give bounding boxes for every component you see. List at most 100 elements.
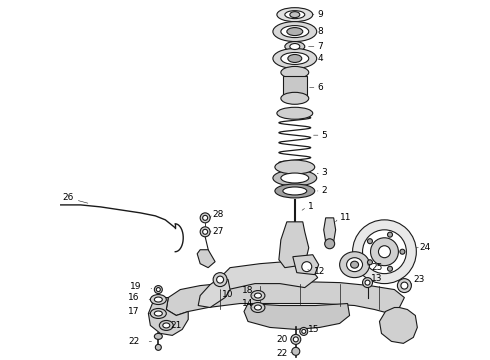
Text: 22: 22 xyxy=(128,337,140,346)
Ellipse shape xyxy=(254,293,262,298)
Ellipse shape xyxy=(251,302,265,312)
Circle shape xyxy=(353,220,416,284)
Ellipse shape xyxy=(273,49,317,68)
Circle shape xyxy=(292,347,300,355)
Circle shape xyxy=(200,213,210,223)
Circle shape xyxy=(401,282,408,289)
Circle shape xyxy=(368,239,372,244)
Text: 10: 10 xyxy=(222,290,234,299)
Circle shape xyxy=(155,345,161,350)
Circle shape xyxy=(302,262,312,272)
Circle shape xyxy=(154,285,162,293)
Ellipse shape xyxy=(150,294,166,305)
Ellipse shape xyxy=(290,44,300,50)
Polygon shape xyxy=(244,303,349,329)
Ellipse shape xyxy=(285,41,305,51)
Circle shape xyxy=(300,328,308,336)
Circle shape xyxy=(368,260,372,265)
Text: 24: 24 xyxy=(419,243,431,252)
Circle shape xyxy=(378,246,391,258)
Text: 18: 18 xyxy=(242,286,253,295)
Text: 2: 2 xyxy=(322,186,327,195)
Ellipse shape xyxy=(281,92,309,104)
Ellipse shape xyxy=(163,323,170,328)
Ellipse shape xyxy=(273,170,317,186)
Text: 7: 7 xyxy=(318,42,323,51)
Ellipse shape xyxy=(281,53,309,64)
Text: 14: 14 xyxy=(242,299,253,308)
Text: 28: 28 xyxy=(212,210,223,219)
Ellipse shape xyxy=(159,320,173,330)
Ellipse shape xyxy=(273,22,317,41)
Text: 5: 5 xyxy=(322,131,327,140)
Circle shape xyxy=(156,288,160,292)
Ellipse shape xyxy=(154,333,162,339)
Polygon shape xyxy=(324,218,336,242)
Polygon shape xyxy=(279,222,309,268)
Ellipse shape xyxy=(283,187,307,195)
Text: 17: 17 xyxy=(128,307,140,316)
Text: 20: 20 xyxy=(276,335,287,344)
Ellipse shape xyxy=(277,8,313,22)
Circle shape xyxy=(302,329,306,333)
Ellipse shape xyxy=(285,11,305,19)
Text: 23: 23 xyxy=(414,275,425,284)
Bar xyxy=(283,76,307,98)
Ellipse shape xyxy=(288,54,302,62)
Circle shape xyxy=(217,276,223,283)
Circle shape xyxy=(203,229,208,234)
Ellipse shape xyxy=(254,305,262,310)
Text: 16: 16 xyxy=(128,293,140,302)
Circle shape xyxy=(370,238,398,266)
Ellipse shape xyxy=(287,28,303,36)
Text: 6: 6 xyxy=(318,83,323,92)
Ellipse shape xyxy=(290,12,300,18)
Circle shape xyxy=(363,230,406,274)
Text: 11: 11 xyxy=(340,213,351,222)
Circle shape xyxy=(388,266,392,271)
Circle shape xyxy=(294,337,298,342)
Circle shape xyxy=(388,232,392,237)
Ellipse shape xyxy=(281,67,309,78)
Circle shape xyxy=(203,215,208,220)
Text: 3: 3 xyxy=(322,167,327,176)
Ellipse shape xyxy=(275,160,315,174)
Circle shape xyxy=(213,273,227,287)
Text: 27: 27 xyxy=(212,227,223,236)
Polygon shape xyxy=(198,278,230,307)
Circle shape xyxy=(400,249,405,254)
Text: 19: 19 xyxy=(130,282,142,291)
Ellipse shape xyxy=(340,252,369,278)
Text: 1: 1 xyxy=(308,202,314,211)
Text: 9: 9 xyxy=(318,10,323,19)
Polygon shape xyxy=(166,282,404,315)
Ellipse shape xyxy=(277,107,313,119)
Polygon shape xyxy=(148,298,188,336)
Ellipse shape xyxy=(346,258,363,272)
Circle shape xyxy=(291,334,301,345)
Text: 8: 8 xyxy=(318,27,323,36)
Polygon shape xyxy=(220,262,318,289)
Ellipse shape xyxy=(281,26,309,37)
Ellipse shape xyxy=(150,309,166,319)
Ellipse shape xyxy=(251,291,265,301)
Circle shape xyxy=(200,227,210,237)
Text: 4: 4 xyxy=(318,54,323,63)
Text: 15: 15 xyxy=(308,325,319,334)
Polygon shape xyxy=(197,250,215,268)
Polygon shape xyxy=(293,255,318,275)
Ellipse shape xyxy=(275,184,315,198)
Ellipse shape xyxy=(350,261,359,268)
Circle shape xyxy=(363,278,372,288)
Text: 13: 13 xyxy=(370,274,382,283)
Circle shape xyxy=(365,280,370,285)
Ellipse shape xyxy=(154,297,162,302)
Text: 22: 22 xyxy=(276,349,287,358)
Text: 12: 12 xyxy=(314,267,325,276)
Circle shape xyxy=(397,279,412,293)
Text: 25: 25 xyxy=(371,263,383,272)
Polygon shape xyxy=(379,307,417,343)
Ellipse shape xyxy=(325,239,335,249)
Ellipse shape xyxy=(154,311,162,316)
Ellipse shape xyxy=(281,173,309,183)
